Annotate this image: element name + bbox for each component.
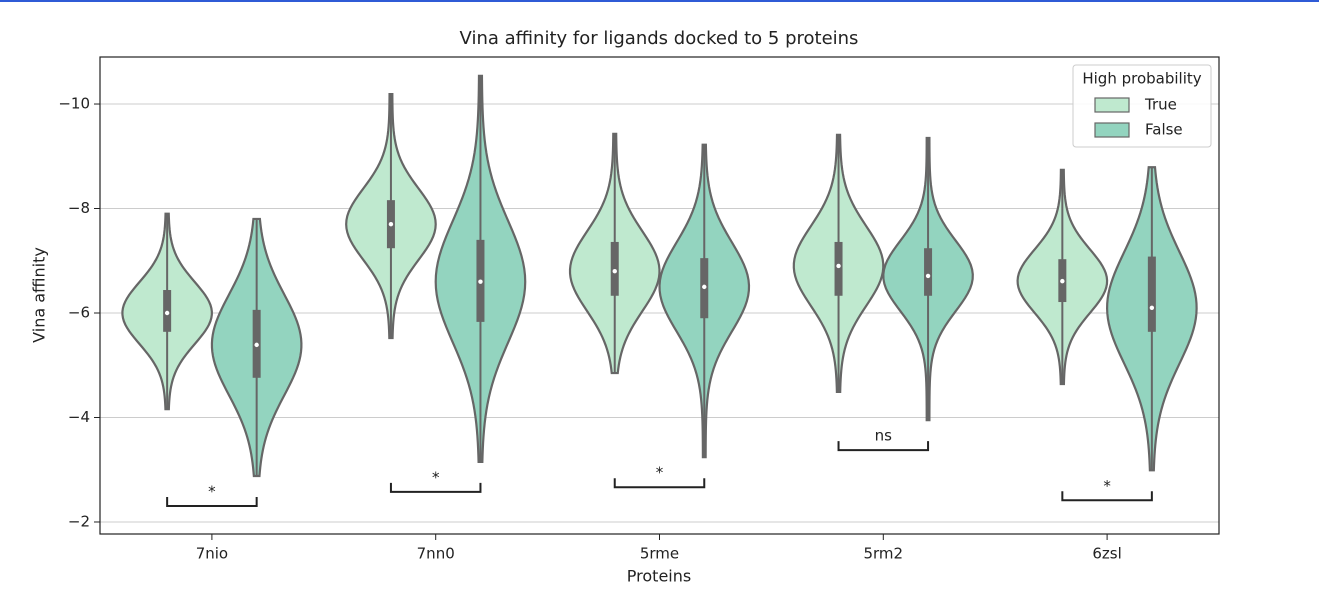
x-axis-label: Proteins xyxy=(627,567,691,586)
plot-frame xyxy=(99,56,1220,535)
iqr-box xyxy=(834,241,843,296)
significance-label: * xyxy=(656,464,664,482)
y-tick-label: −6 xyxy=(68,304,90,322)
significance-bracket xyxy=(166,497,258,508)
significance-label: * xyxy=(432,468,440,486)
y-axis-label: Vina affinity xyxy=(30,247,49,343)
y-tick-label: −2 xyxy=(68,512,90,530)
median xyxy=(1149,305,1155,310)
legend-label: False xyxy=(1145,121,1183,139)
legend-title: High probability xyxy=(1082,70,1201,88)
significance-label: * xyxy=(1103,477,1111,495)
x-tick-label: 7nn0 xyxy=(417,545,455,563)
median xyxy=(164,310,170,316)
median xyxy=(1060,278,1065,284)
y-tick-label: −8 xyxy=(68,199,90,217)
significance-bracket xyxy=(613,478,706,489)
iqr-box xyxy=(1147,256,1156,332)
median xyxy=(702,284,707,290)
chart-title: Vina affinity for ligands docked to 5 pr… xyxy=(460,28,859,49)
legend-label: True xyxy=(1144,96,1177,114)
iqr-box xyxy=(610,241,619,296)
iqr-box xyxy=(924,248,933,296)
x-tick-label: 7nio xyxy=(196,545,228,563)
significance-label: * xyxy=(208,483,216,501)
median xyxy=(612,269,617,274)
median xyxy=(836,263,841,269)
significance-bracket xyxy=(389,482,482,493)
median xyxy=(388,221,394,227)
legend-swatch xyxy=(1094,122,1130,138)
top-bar xyxy=(0,0,1319,2)
y-tick-label: −4 xyxy=(68,408,90,426)
significance-bracket xyxy=(1061,491,1153,502)
significance-bracket xyxy=(837,441,930,452)
x-tick-label: 6zsl xyxy=(1092,545,1121,563)
x-tick-label: 5rm2 xyxy=(863,545,903,563)
median xyxy=(925,273,931,279)
median xyxy=(478,279,483,284)
significance-label: ns xyxy=(875,427,893,445)
median xyxy=(254,342,259,348)
y-tick-label: −10 xyxy=(58,95,90,113)
x-tick-label: 5rme xyxy=(640,545,679,563)
legend-swatch xyxy=(1094,97,1130,113)
